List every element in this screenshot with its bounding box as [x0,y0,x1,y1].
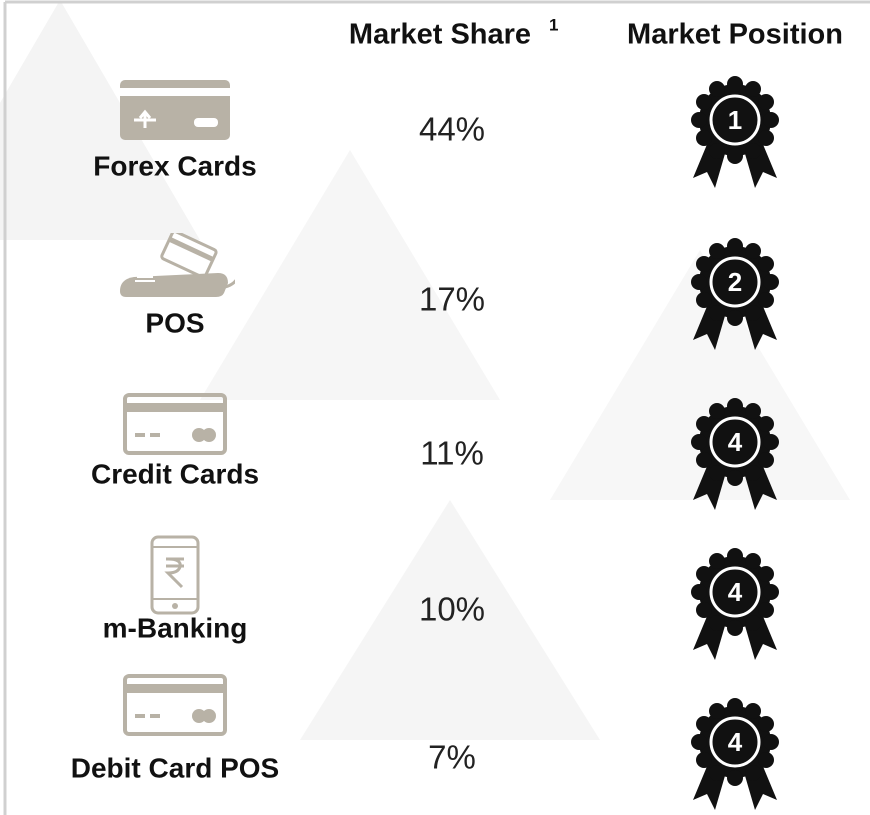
market-position: 4 [728,727,743,757]
market-position: 2 [728,267,742,297]
footnote-mark: 1 [549,15,558,34]
row-icon [150,535,200,615]
row-label: Credit Cards [91,458,259,489]
row-label: POS [145,307,204,338]
market-position: 1 [728,105,742,135]
market-share: 44% [419,111,485,148]
header-market-share: Market Share [349,19,531,51]
row-label: Forex Cards [93,150,256,181]
market-position: 4 [728,577,743,607]
market-share: 7% [428,739,476,776]
rows: Forex Cards 44% 1 POS 17% 2 Credit Cards 11% 4 m-… [71,75,780,812]
row-label: Debit Card POS [71,752,279,783]
row-label: m-Banking [103,612,248,643]
header-market-position: Market Position [627,19,843,51]
market-share: 10% [419,591,485,628]
market-position: 4 [728,427,743,457]
market-share: 17% [419,281,485,318]
market-share: 11% [420,435,484,472]
row-icon [118,233,235,299]
row-icon [123,393,227,455]
row-icon [120,80,230,140]
row-icon [123,674,227,736]
